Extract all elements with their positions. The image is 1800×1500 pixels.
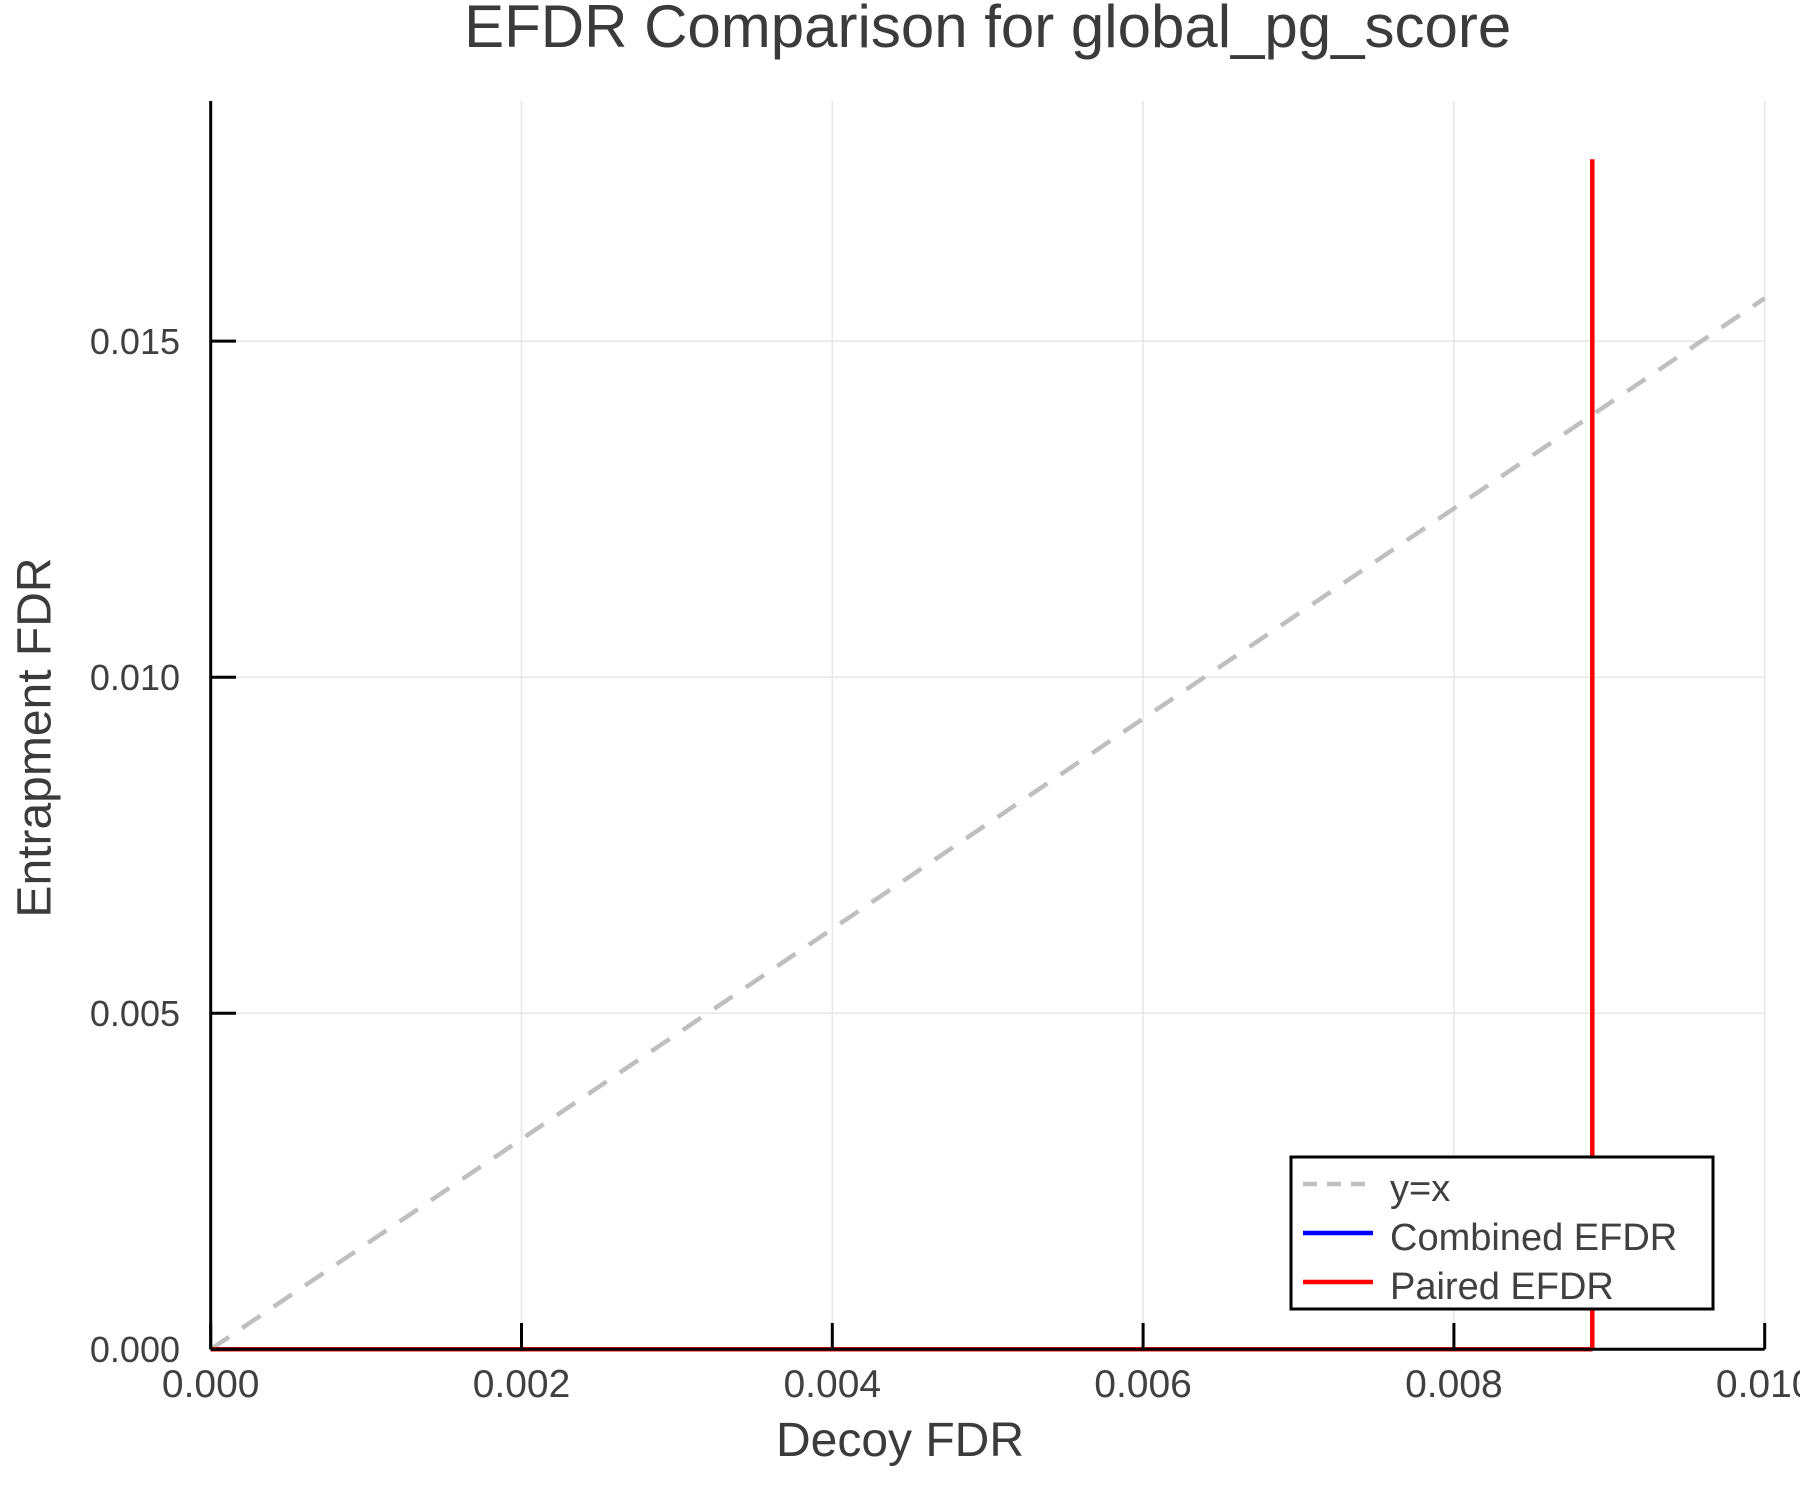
svg-text:Combined EFDR: Combined EFDR: [1390, 1217, 1677, 1259]
svg-text:0.005: 0.005: [90, 993, 180, 1034]
svg-text:0.000: 0.000: [90, 1329, 180, 1370]
svg-text:0.010: 0.010: [1716, 1363, 1800, 1406]
svg-text:Paired EFDR: Paired EFDR: [1390, 1266, 1614, 1308]
svg-text:0.010: 0.010: [90, 657, 180, 698]
svg-text:0.006: 0.006: [1094, 1363, 1192, 1406]
svg-text:0.004: 0.004: [783, 1363, 881, 1406]
svg-text:0.002: 0.002: [473, 1363, 571, 1406]
svg-text:y=x: y=x: [1390, 1168, 1450, 1210]
svg-text:0.008: 0.008: [1405, 1363, 1503, 1406]
svg-text:0.015: 0.015: [90, 321, 180, 362]
